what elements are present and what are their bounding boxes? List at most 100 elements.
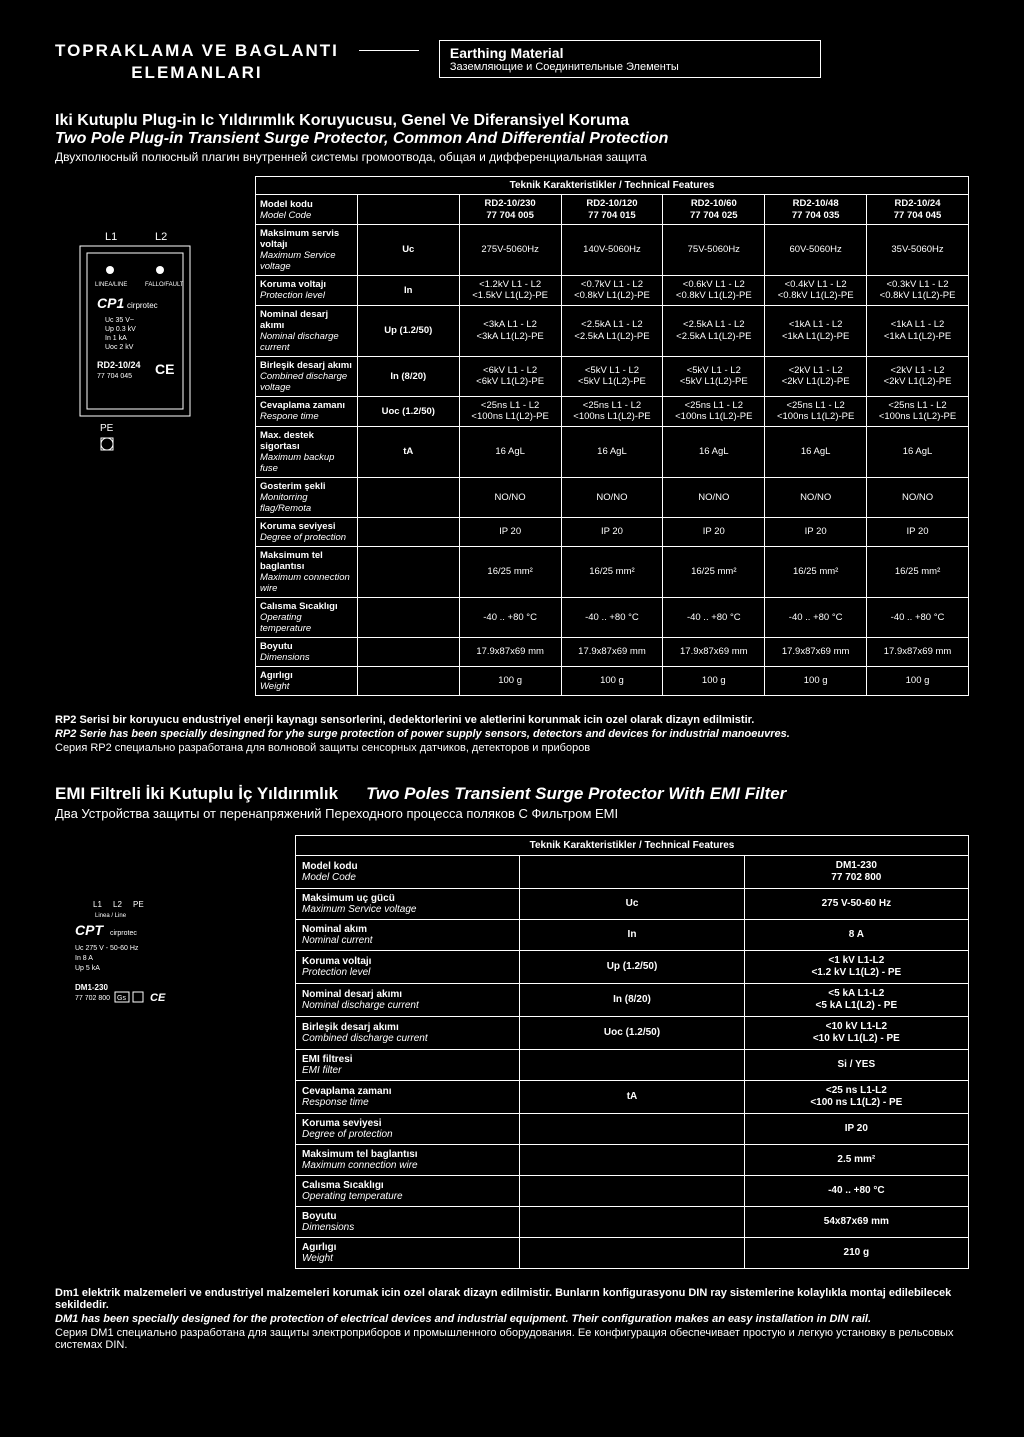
row-value: NO/NO (663, 477, 765, 517)
row-value: 100 g (765, 666, 867, 695)
title-tr: TOPRAKLAMA VE BAGLANTI ELEMANLARI (55, 40, 339, 84)
row-value: IP 20 (867, 517, 969, 546)
svg-text:L1: L1 (93, 900, 102, 909)
row-value: NO/NO (765, 477, 867, 517)
svg-text:RD2-10/24: RD2-10/24 (97, 360, 141, 370)
row-label: Koruma seviyesiDegree of protection (296, 1113, 520, 1144)
table-row: Maksimum uç gücüMaximum Service voltageU… (296, 888, 969, 919)
row-symbol (520, 1049, 744, 1080)
table-row: EMI filtresiEMI filterSi / YES (296, 1049, 969, 1080)
row-value: <5 kA L1-L2<5 kA L1(L2) - PE (744, 983, 968, 1016)
row-value: IP 20 (663, 517, 765, 546)
spec-table-1-wrap: Teknik Karakteristikler / Technical Feat… (255, 176, 969, 695)
section2-notes: Dm1 elektrik malzemeleri ve endustriyel … (55, 1287, 969, 1351)
row-symbol: Uc (520, 888, 744, 919)
section1-notes: RP2 Serisi bir koruyucu endustriyel ener… (55, 714, 969, 754)
row-value: 16 AgL (765, 426, 867, 477)
note1-tr: RP2 Serisi bir koruyucu endustriyel ener… (55, 714, 969, 726)
note2-tr: Dm1 elektrik malzemeleri ve endustriyel … (55, 1287, 969, 1311)
row-value: -40 .. +80 °C (744, 1175, 968, 1206)
row-value: <0.4kV L1 - L2<0.8kV L1(L2)-PE (765, 275, 867, 305)
table-row: Koruma voltajıProtection levelIn<1.2kV L… (256, 275, 969, 305)
row-label: AgırlıgıWeight (296, 1237, 520, 1268)
row-value: 16/25 mm² (561, 546, 663, 597)
title-line2: ELEMANLARI (55, 62, 339, 84)
table-row: Birleşik desarj akımıCombined discharge … (256, 356, 969, 396)
row-value: 16/25 mm² (663, 546, 765, 597)
row-symbol: Uoc (1.2/50) (520, 1016, 744, 1049)
svg-text:Uc 275 V - 50-60 Hz: Uc 275 V - 50-60 Hz (75, 945, 139, 952)
svg-text:L2: L2 (155, 231, 167, 243)
row-label: Koruma voltajıProtection level (256, 275, 358, 305)
title-box: Earthing Material Заземляющие и Соединит… (439, 40, 821, 78)
row-value: <2.5kA L1 - L2<2.5kA L1(L2)-PE (561, 305, 663, 356)
svg-text:FALLO/FAULT: FALLO/FAULT (145, 282, 184, 288)
table-row: Calısma SıcaklıgıOperating temperature-4… (296, 1175, 969, 1206)
row-value: 16/25 mm² (867, 546, 969, 597)
section1-body: L1 L2 LINEA/LINE FALLO/FAULT CP1 cirprot… (55, 176, 969, 695)
row-symbol (357, 546, 459, 597)
row-value: <0.3kV L1 - L2<0.8kV L1(L2)-PE (867, 275, 969, 305)
row-value: 100 g (867, 666, 969, 695)
row-label: Koruma seviyesiDegree of protection (256, 517, 358, 546)
sub-ru: Двухполюсный полюсный плагин внутренней … (55, 150, 969, 164)
spec-table-2: Teknik Karakteristikler / Technical Feat… (295, 835, 969, 1269)
table-row: Birleşik desarj akımıCombined discharge … (296, 1016, 969, 1049)
row-value: <1kA L1 - L2<1kA L1(L2)-PE (765, 305, 867, 356)
row-value: 17.9x87x69 mm (765, 637, 867, 666)
section2-body: L1 L2 PE Linea / Line CPT cirprotec Uc 2… (55, 835, 969, 1269)
table-row: Nominal desarj akımıNominal discharge cu… (256, 305, 969, 356)
svg-text:77 704 045: 77 704 045 (97, 373, 132, 380)
table1-model-head: RD2-10/2477 704 045 (867, 195, 969, 225)
row-value: <0.7kV L1 - L2<0.8kV L1(L2)-PE (561, 275, 663, 305)
table-row: Nominal desarj akımıNominal discharge cu… (296, 983, 969, 1016)
row-label: Maksimum tel baglantısıMaximum connectio… (296, 1144, 520, 1175)
sub-tr: Iki Kutuplu Plug-in Ic Yıldırımlık Koruy… (55, 112, 969, 130)
row-value: <2kV L1 - L2<2kV L1(L2)-PE (867, 356, 969, 396)
row-value: NO/NO (561, 477, 663, 517)
row-label: Birleşik desarj akımıCombined discharge … (296, 1016, 520, 1049)
row-label: BoyutuDimensions (296, 1206, 520, 1237)
row-value: <25ns L1 - L2<100ns L1(L2)-PE (663, 396, 765, 426)
row-value: 275 V-50-60 Hz (744, 888, 968, 919)
row-value: 54x87x69 mm (744, 1206, 968, 1237)
row-value: 75V-5060Hz (663, 224, 765, 275)
row-label: Maksimum tel baglantısıMaximum connectio… (256, 546, 358, 597)
row-label: Nominal desarj akımıNominal discharge cu… (296, 983, 520, 1016)
table1-model-head: RD2-10/6077 704 025 (663, 195, 765, 225)
table-row: Maksimum servis voltajıMaximum Service v… (256, 224, 969, 275)
row-value: <1kA L1 - L2<1kA L1(L2)-PE (867, 305, 969, 356)
table-row: Cevaplama zamanıRespone timeUoc (1.2/50)… (256, 396, 969, 426)
row-value: 210 g (744, 1237, 968, 1268)
row-value: <10 kV L1-L2<10 kV L1(L2) - PE (744, 1016, 968, 1049)
table-row: Max. destek sigortasıMaximum backup fuse… (256, 426, 969, 477)
row-label: Nominal desarj akımıNominal discharge cu… (256, 305, 358, 356)
row-value: <1 kV L1-L2<1.2 kV L1(L2) - PE (744, 950, 968, 983)
row-value: -40 .. +80 °C (867, 597, 969, 637)
row-value: 60V-5060Hz (765, 224, 867, 275)
row-value: NO/NO (459, 477, 561, 517)
row-value: 17.9x87x69 mm (561, 637, 663, 666)
device-diagram-2: L1 L2 PE Linea / Line CPT cirprotec Uc 2… (55, 835, 285, 1269)
row-value: 16 AgL (663, 426, 765, 477)
row-symbol: Up (1.2/50) (520, 950, 744, 983)
table-row: Koruma seviyesiDegree of protectionIP 20 (296, 1113, 969, 1144)
row-value: 16 AgL (561, 426, 663, 477)
table-row: Maksimum tel baglantısıMaximum connectio… (296, 1144, 969, 1175)
sec2-ru: Два Устройства защиты от перенапряжений … (55, 806, 969, 821)
row-value: 2.5 mm² (744, 1144, 968, 1175)
svg-text:PE: PE (100, 423, 114, 434)
table-row: Koruma voltajıProtection levelUp (1.2/50… (296, 950, 969, 983)
row-value: -40 .. +80 °C (561, 597, 663, 637)
row-value: <1.2kV L1 - L2<1.5kV L1(L2)-PE (459, 275, 561, 305)
table1-model-head: RD2-10/23077 704 005 (459, 195, 561, 225)
row-symbol: In (357, 275, 459, 305)
row-value: 100 g (459, 666, 561, 695)
svg-text:PE: PE (133, 900, 144, 909)
table-row: BoyutuDimensions17.9x87x69 mm17.9x87x69 … (256, 637, 969, 666)
table-row: Koruma seviyesiDegree of protection IP 20… (256, 517, 969, 546)
note2-en: DM1 has been specially designed for the … (55, 1313, 969, 1325)
row-label: Gosterim şekliMonitorring flag/Remota (256, 477, 358, 517)
svg-text:cirprotec: cirprotec (127, 301, 158, 310)
table1-title: Teknik Karakteristikler / Technical Feat… (256, 177, 969, 195)
